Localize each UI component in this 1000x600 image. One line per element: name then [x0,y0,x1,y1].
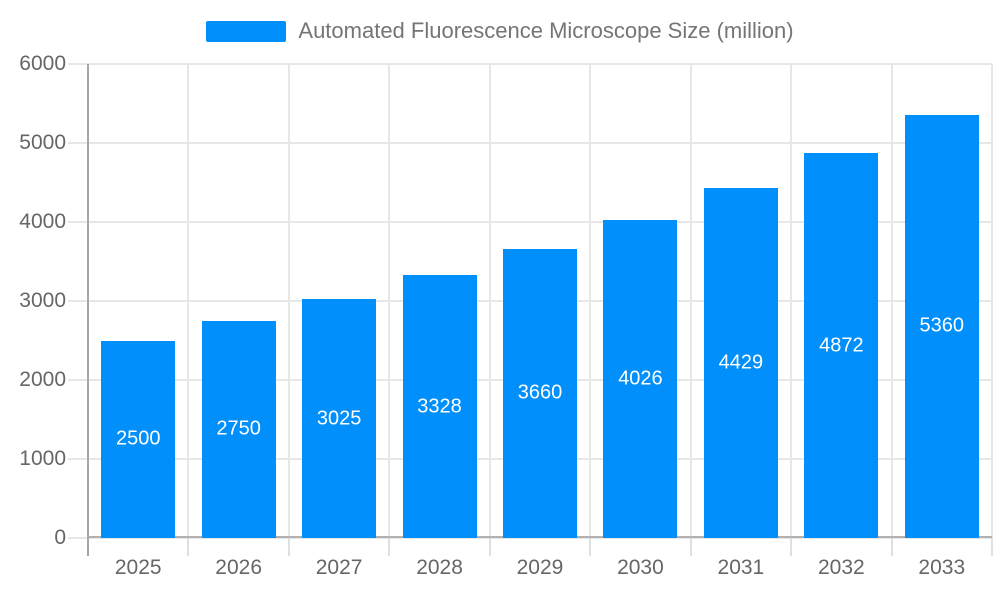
x-axis-tick [187,538,190,556]
x-gridline [790,64,793,538]
bar-value-label: 2500 [115,427,161,450]
bar-2026[interactable]: 2750 [201,320,276,538]
y-gridline [68,221,992,223]
bar-value-label: 3660 [517,381,563,404]
legend[interactable]: Automated Fluorescence Microscope Size (… [0,18,1000,44]
x-gridline [589,64,592,538]
x-axis-tick [488,538,491,556]
y-axis-tick-label: 3000 [19,289,66,312]
y-axis-tick-label: 5000 [19,131,66,154]
bar-value-label: 3025 [316,407,362,430]
bar-2030[interactable]: 4026 [603,219,678,538]
x-gridline [287,64,290,538]
x-axis-tick [287,538,290,556]
bar-2025[interactable]: 2500 [101,340,176,538]
x-gridline [890,64,893,538]
bar-2027[interactable]: 3025 [302,299,377,538]
bar-value-label: 3328 [417,395,462,418]
x-axis-tick-label: 2030 [617,556,664,579]
x-gridline [187,64,190,538]
x-axis-tick-label: 2032 [817,556,865,579]
legend-marker [206,20,287,42]
y-gridline [68,537,992,539]
x-gridline [689,64,692,538]
x-axis-tick-label: 2028 [416,556,463,579]
x-axis-tick-label: 2033 [918,556,966,579]
legend-label: Automated Fluorescence Microscope Size (… [298,18,794,43]
bar-2031[interactable]: 4429 [703,188,778,538]
x-axis-tick [689,538,692,556]
x-axis-tick [790,538,793,556]
bar-value-label: 2750 [216,417,261,440]
y-axis-tick-label: 4000 [19,210,66,233]
x-gridline [488,64,491,538]
y-axis-tick-label: 0 [54,526,66,549]
x-axis-tick [388,538,391,556]
y-axis-line [87,64,89,556]
bar-value-label: 5360 [919,314,965,337]
y-axis-tick-label: 6000 [19,52,66,75]
bar-value-label: 4429 [718,351,764,374]
x-axis-tick-label: 2027 [315,556,363,579]
y-axis-tick-label: 1000 [19,447,66,470]
bar-2029[interactable]: 3660 [503,248,577,538]
x-gridline [991,64,993,538]
x-axis-tick-label: 2026 [215,556,263,579]
x-gridline [388,64,391,538]
x-axis-tick-label: 2029 [516,556,564,579]
bar-value-label: 4872 [819,334,864,357]
bar-2032[interactable]: 4872 [804,153,879,538]
x-axis-tick [991,538,993,556]
x-axis-tick [890,538,893,556]
bar-2028[interactable]: 3328 [402,275,477,538]
y-axis-tick-label: 2000 [19,368,66,391]
y-gridline [68,63,992,65]
plot-area: 2500 2750 3025 3328 3660 4026 4429 4872 5360 [68,63,993,556]
x-axis-tick [589,538,592,556]
y-gridline [68,142,992,144]
bar-2033[interactable]: 5360 [904,114,979,538]
x-axis-tick-label: 2031 [717,556,765,579]
x-axis-tick-label: 2025 [114,556,162,579]
bar-value-label: 4026 [618,367,663,390]
